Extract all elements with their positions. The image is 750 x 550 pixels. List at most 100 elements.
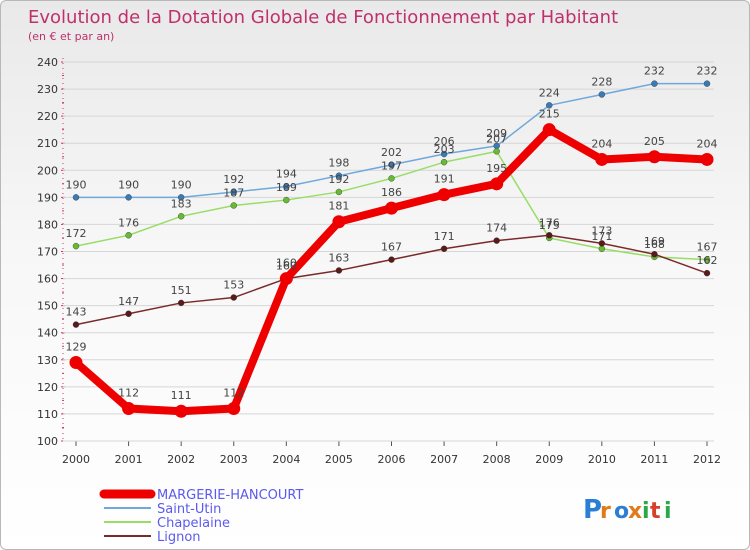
data-label: 174 [486, 222, 507, 235]
data-label: 160 [276, 257, 297, 270]
y-tick-label: 150 [37, 300, 58, 313]
data-label: 186 [381, 186, 402, 199]
data-label: 209 [486, 127, 507, 140]
data-point [69, 355, 83, 369]
data-point [651, 251, 658, 258]
data-point [493, 237, 500, 244]
data-point [388, 175, 395, 182]
data-label: 162 [697, 254, 718, 267]
data-label: 194 [276, 168, 297, 181]
data-label: 191 [434, 173, 455, 186]
data-point [598, 245, 606, 252]
data-label: 129 [66, 340, 87, 353]
data-label: 160 [276, 260, 297, 273]
data-label: 163 [328, 251, 349, 264]
data-label: 176 [118, 216, 139, 229]
data-label: 203 [434, 143, 455, 156]
logo-letter: i [642, 499, 650, 524]
x-tick-label: 2005 [325, 453, 353, 466]
data-point [385, 201, 398, 215]
data-label: 111 [171, 389, 192, 402]
data-point [598, 240, 606, 247]
data-label: 153 [223, 279, 244, 292]
data-label: 169 [644, 235, 665, 248]
y-tick-label: 100 [37, 435, 58, 448]
data-point [72, 194, 80, 201]
data-point [388, 256, 395, 263]
data-label: 172 [66, 227, 87, 240]
legend-label: Saint-Utin [157, 502, 221, 517]
x-tick-label: 2002 [167, 453, 195, 466]
logo-letter: x [628, 499, 642, 524]
y-tick-label: 110 [37, 408, 58, 421]
data-label: 183 [171, 197, 192, 210]
data-point [493, 148, 500, 155]
data-label: 143 [66, 306, 87, 319]
data-point [279, 272, 293, 286]
data-label: 175 [539, 219, 560, 232]
data-point [177, 213, 185, 220]
x-tick-label: 2003 [220, 453, 248, 466]
data-label: 171 [434, 230, 455, 243]
data-point [437, 188, 451, 202]
data-label: 112 [223, 387, 244, 400]
proxiti-logo: Pr ox i t i [583, 495, 672, 525]
data-label: 228 [591, 75, 612, 88]
data-label: 171 [591, 230, 612, 243]
data-point [174, 404, 188, 418]
data-label: 173 [591, 224, 612, 237]
data-point [546, 102, 553, 109]
data-point [283, 196, 290, 204]
data-label: 224 [539, 86, 560, 99]
data-label: 147 [118, 295, 139, 308]
data-point [440, 150, 448, 158]
x-tick-label: 2009 [535, 453, 563, 466]
data-label: 190 [66, 178, 87, 191]
legend-label: Chapelaine [157, 516, 230, 531]
legend-label: MARGERIE-HANCOURT [157, 488, 304, 503]
x-tick-label: 2012 [693, 453, 721, 466]
data-label: 202 [381, 146, 402, 159]
data-point [335, 172, 343, 179]
data-label: 192 [223, 173, 244, 186]
y-tick-label: 240 [37, 56, 58, 69]
data-point [490, 177, 504, 191]
data-labels: 190 190 190 192 194 198 202 206 209 224 228 232 232 1… [66, 65, 718, 403]
x-tick-label: 2006 [378, 453, 406, 466]
data-point [595, 152, 609, 166]
y-tick-label: 170 [37, 246, 58, 259]
logo-letter: r [600, 499, 611, 524]
x-tick-label: 2008 [483, 453, 511, 466]
data-point [125, 194, 132, 201]
data-label: 204 [697, 137, 718, 150]
data-label: 192 [328, 173, 349, 186]
data-point [546, 232, 553, 239]
y-tick-label: 160 [37, 273, 58, 286]
data-point [703, 256, 711, 263]
data-label: 168 [644, 238, 665, 251]
data-point [177, 299, 185, 307]
data-label: 181 [328, 200, 349, 213]
data-point [122, 402, 136, 416]
x-tick-label: 2011 [640, 453, 668, 466]
chart-title: Evolution de la Dotation Globale de Fonc… [28, 7, 618, 28]
logo-letter: P [583, 495, 602, 525]
data-point [703, 80, 711, 87]
data-label: 187 [223, 186, 244, 199]
data-label: 207 [486, 132, 507, 145]
series-layer [69, 80, 714, 418]
y-tick-label: 120 [37, 381, 58, 394]
data-point [283, 183, 290, 190]
y-tick-label: 230 [37, 83, 58, 96]
data-label: 204 [591, 137, 612, 150]
data-point [700, 152, 714, 166]
data-label: 190 [118, 178, 139, 191]
data-point [647, 150, 661, 164]
logo-letter: t [650, 499, 661, 524]
x-tick-label: 2007 [430, 453, 458, 466]
legend: MARGERIE-HANCOURTSaint-UtinChapelaineLig… [99, 488, 304, 545]
data-label: 206 [434, 135, 455, 148]
legend-label: Lignon [157, 530, 201, 545]
